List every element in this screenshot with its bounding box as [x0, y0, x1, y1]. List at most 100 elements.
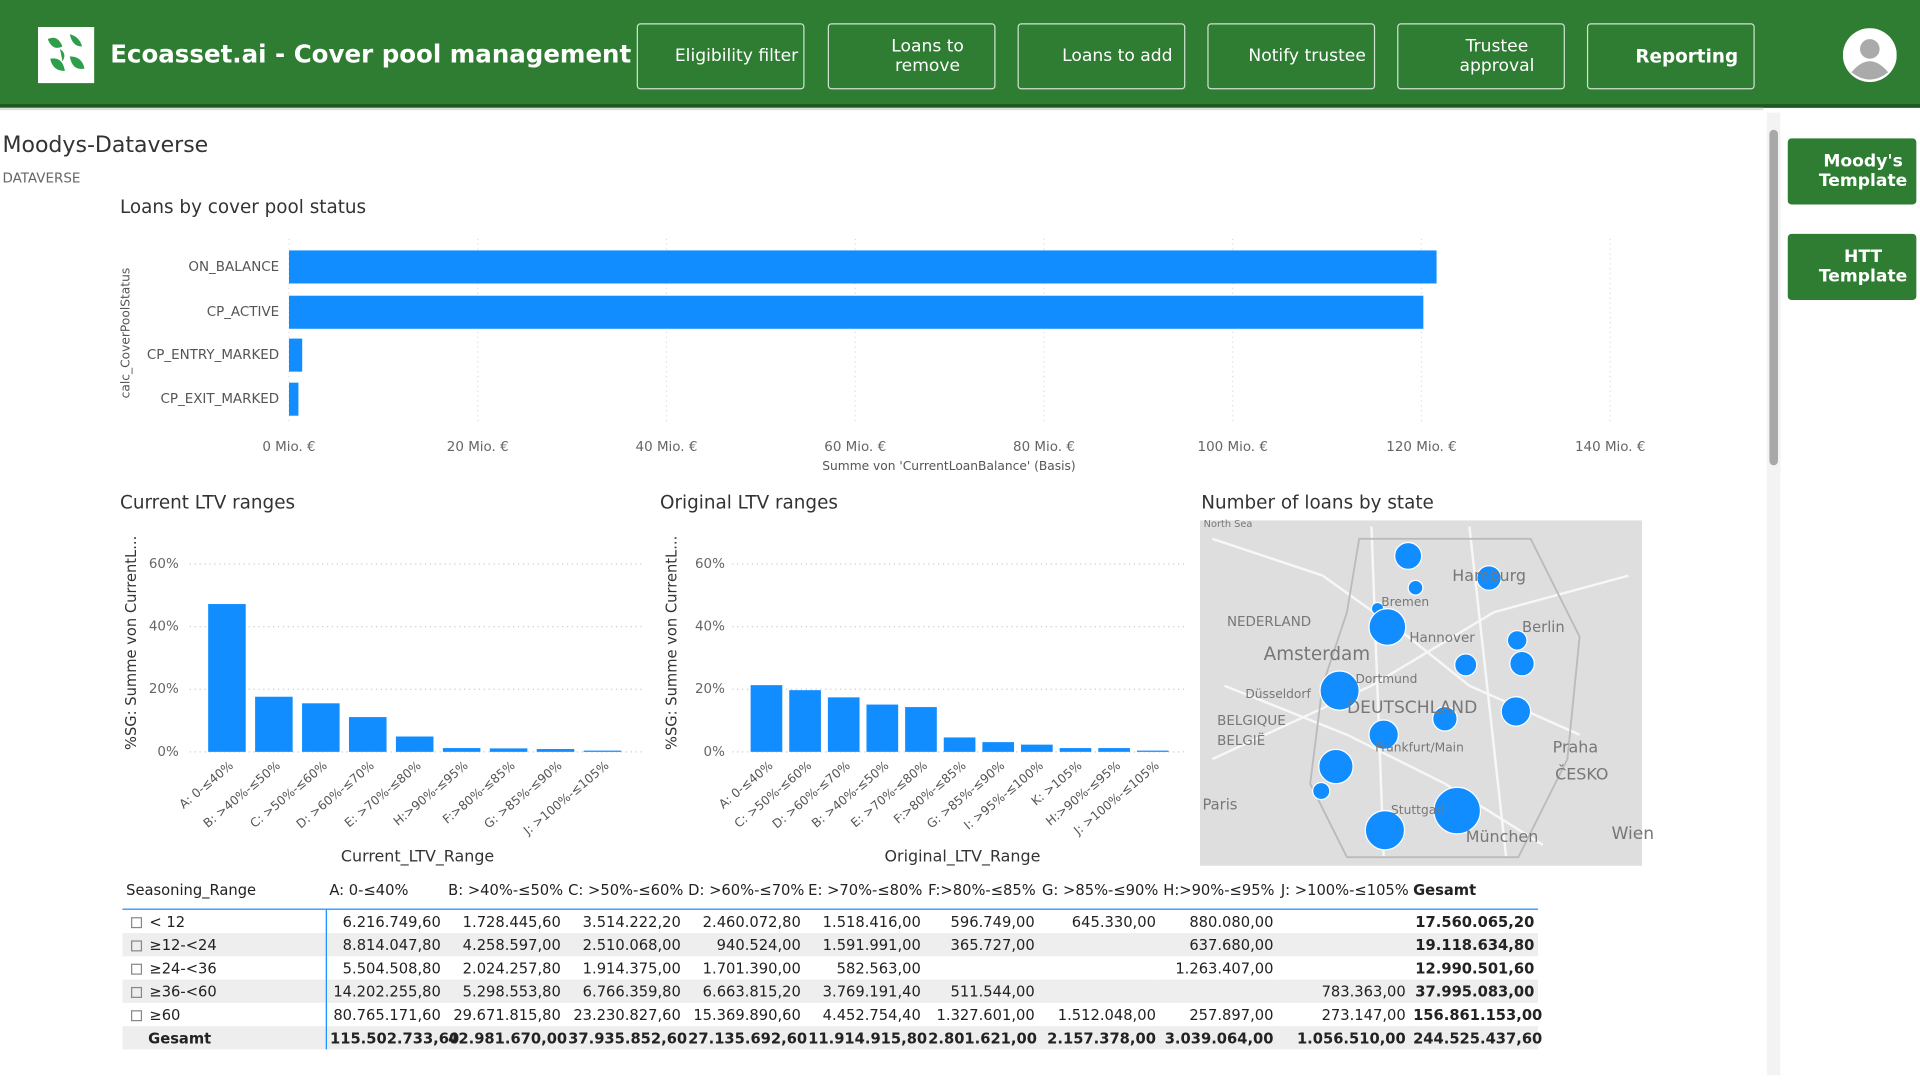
bar: [827, 697, 860, 752]
cell: 2.460.072,80: [702, 912, 801, 931]
cell: [1277, 933, 1409, 956]
map-label: BELGIQUE: [1217, 714, 1286, 729]
template-button[interactable]: HTT Template: [1787, 233, 1917, 301]
map-label: DEUTSCHLAND: [1347, 698, 1477, 718]
y-tick-label: CP_EXIT_MARKED: [160, 392, 279, 407]
cell: 244.525.437,60: [1413, 1029, 1543, 1047]
bar: [288, 338, 303, 372]
y-tick-label: 40%: [149, 620, 179, 635]
nav-button[interactable]: Eligibility filter: [636, 23, 805, 90]
map-bubble: [1319, 670, 1360, 711]
table: Seasoning_Range A: 0-≤40% B: >40%-≤50% C: >…: [122, 872, 1543, 1050]
bar: [302, 703, 340, 752]
nav-button-label: Reporting: [1635, 45, 1739, 68]
y-tick-label: 60%: [149, 557, 179, 572]
map-label: Amsterdam: [1264, 644, 1371, 665]
cell: 880.080,00: [1189, 912, 1274, 931]
row-label: < 12: [122, 909, 327, 934]
map-label: Berlin: [1522, 619, 1565, 636]
map-label: Praha: [1553, 738, 1598, 757]
nav-button[interactable]: Reporting: [1586, 23, 1755, 90]
map-label: Bremen: [1381, 595, 1429, 609]
y-tick-label: CP_ENTRY_MARKED: [147, 348, 279, 363]
cell: 14.202.255,80: [333, 982, 441, 1000]
map-bubble: [1500, 696, 1532, 727]
cell: 1.056.510,00: [1296, 1029, 1406, 1047]
cell: 115.502.733,60: [330, 1029, 460, 1047]
bar: [1021, 744, 1053, 752]
bar: [1098, 748, 1130, 752]
bar: [866, 704, 899, 752]
cell: 596.749,00: [950, 912, 1035, 931]
row-label: ≥12-<24: [122, 933, 327, 957]
header-cell: B: >40%-≤50%: [448, 881, 564, 899]
nav-button-label: Loans to add: [1062, 46, 1173, 67]
nav-button[interactable]: Notify trustee: [1207, 23, 1376, 90]
map-label: North Sea: [1204, 519, 1253, 530]
cell: 4.258.597,00: [462, 936, 561, 954]
y-tick-label: 0%: [157, 745, 179, 760]
nav-button[interactable]: Loans to add: [1017, 23, 1186, 90]
map-bubble: [1407, 579, 1424, 596]
cell: 6.216.749,60: [342, 912, 441, 931]
y-tick-label: 60%: [695, 557, 725, 572]
x-tick-label: 60 Mio. €: [824, 440, 886, 455]
map-bubble: [1433, 786, 1482, 835]
y-axis-title: %SG: Summe von CurrentL...: [123, 536, 140, 750]
logo: [37, 26, 95, 84]
expand-icon[interactable]: [131, 939, 143, 951]
x-tick-label: 120 Mio. €: [1386, 440, 1456, 455]
template-button-label: HTT Template: [1818, 247, 1908, 287]
cell: 1.512.048,00: [1057, 1005, 1156, 1024]
row-label-text: ≥60: [149, 1005, 181, 1024]
cell: [924, 956, 1038, 979]
chart-title: Number of loans by state: [1201, 492, 1434, 513]
x-tick-label: 100 Mio. €: [1198, 440, 1268, 455]
cell: 273.147,00: [1321, 1005, 1406, 1024]
row-label-text: ≥12-<24: [149, 936, 217, 954]
data-row: ≥60 80.765.171,60 29.671.815,80 23.230.827,…: [122, 1002, 1542, 1027]
map-bubble: [1454, 653, 1478, 677]
cell: 1.263.407,00: [1175, 959, 1274, 977]
nav-button-label: Trustee approval: [1459, 36, 1535, 76]
y-tick-label: 20%: [149, 682, 179, 697]
nav-button-label: Notify trustee: [1248, 46, 1366, 67]
header-cell: D: >60%-≤70%: [688, 881, 805, 899]
expand-icon[interactable]: [131, 916, 143, 928]
row-label: ≥24-<36: [122, 956, 327, 980]
total-row: Gesamt 115.502.733,60 42.981.670,00 37.935.…: [122, 1026, 1543, 1050]
cell: 27.135.692,60: [688, 1029, 808, 1047]
cell: [1038, 980, 1159, 1003]
header-row: Seasoning_Range A: 0-≤40% B: >40%-≤50% C: >…: [122, 872, 1538, 910]
header-cell: F:>80%-≤85%: [928, 881, 1036, 899]
template-button-label: Moody's Template: [1818, 151, 1908, 192]
scrollbar[interactable]: [1766, 112, 1781, 1076]
template-button[interactable]: Moody's Template: [1787, 138, 1917, 205]
bar: [536, 749, 575, 752]
nav-button-label: Eligibility filter: [674, 46, 799, 67]
y-tick-label: 20%: [695, 682, 725, 697]
map-label: Frankfurt/Main: [1375, 741, 1464, 755]
nav-button[interactable]: Trustee approval: [1397, 23, 1565, 90]
nav-button[interactable]: Loans to remove: [827, 23, 996, 90]
report-subtitle: DATAVERSE: [2, 170, 81, 187]
bar: [288, 382, 299, 416]
row-label: ≥60: [122, 1002, 327, 1027]
expand-icon[interactable]: [131, 963, 143, 975]
header-cell: J: >100%-≤105%: [1280, 881, 1409, 899]
cell: 29.671.815,80: [453, 1005, 561, 1024]
map-label: ČESKO: [1555, 765, 1608, 784]
map-bubble: [1368, 607, 1407, 646]
avatar[interactable]: [1842, 28, 1897, 83]
divider: [0, 107, 1764, 111]
header-cell: E: >70%-≤80%: [808, 881, 923, 899]
nav-button-label: Loans to remove: [891, 36, 964, 76]
cell: 11.914.915,80: [808, 1029, 928, 1047]
expand-icon[interactable]: [131, 1009, 143, 1021]
row-label-text: Gesamt: [148, 1029, 212, 1047]
cell: 8.814.047,80: [342, 936, 441, 954]
expand-icon[interactable]: [131, 986, 143, 998]
cell: 2.024.257,80: [462, 959, 561, 977]
map-label: Dortmund: [1356, 672, 1418, 686]
